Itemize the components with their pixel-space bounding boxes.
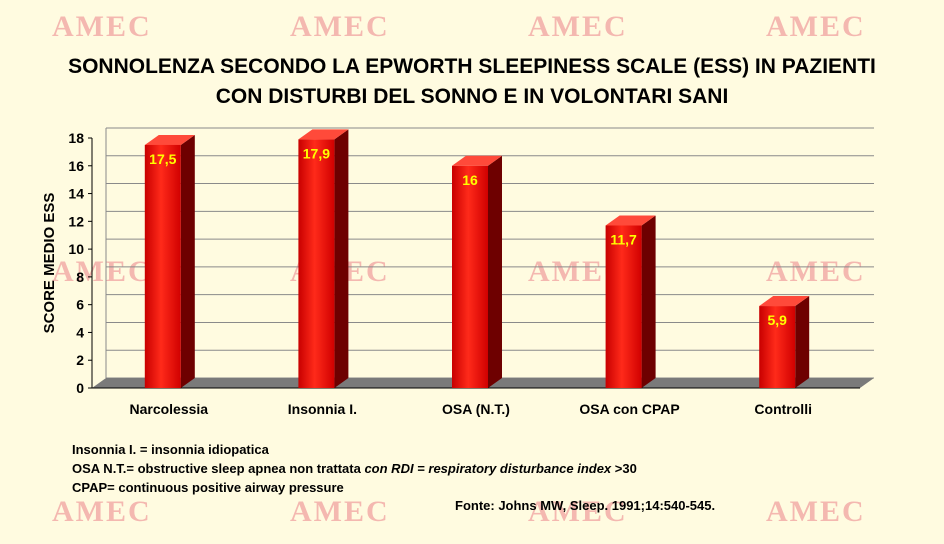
source-citation: Fonte: Johns MW, Sleep. 1991;14:540-545.	[455, 498, 716, 513]
bar	[605, 225, 642, 388]
bar-top	[605, 215, 656, 226]
y-tick-label: 12	[68, 213, 84, 229]
note-osa: OSA N.T.= obstructive sleep apnea non tr…	[72, 459, 637, 478]
x-tick-label: OSA con CPAP	[579, 401, 679, 417]
bar-top	[298, 129, 349, 140]
bar-value-label: 16	[462, 172, 478, 188]
y-axis-label: SCORE MEDIO ESS	[41, 193, 58, 334]
title-line-1: SONNOLENZA SECONDO LA EPWORTH SLEEPINESS…	[68, 55, 876, 78]
y-tick-label: 0	[76, 380, 84, 396]
bar-side	[641, 215, 656, 388]
y-tick-label: 10	[68, 241, 84, 257]
y-tick-label: 4	[76, 324, 84, 340]
bar	[298, 139, 335, 388]
x-tick-label: OSA (N.T.)	[442, 401, 510, 417]
footnotes: Insonnia I. = insonnia idiopatica OSA N.…	[72, 440, 637, 497]
y-tick-label: 14	[68, 186, 84, 202]
bar-side	[180, 134, 195, 388]
bar-top	[759, 296, 810, 307]
y-tick-label: 2	[76, 352, 84, 368]
title-line-2: CON DISTURBI DEL SONNO E IN VOLONTARI SA…	[215, 85, 729, 108]
watermark: AMEC	[52, 495, 152, 528]
y-tick-label: 6	[76, 297, 84, 313]
bar-value-label: 17,5	[149, 151, 176, 167]
bar-side	[488, 155, 502, 388]
x-tick-label: Narcolessia	[129, 401, 208, 417]
note-osa-text: OSA N.T.= obstructive sleep apnea non tr…	[72, 461, 365, 476]
bar-side	[795, 296, 810, 388]
bar-chart: 0 2 4 6 8 10 12 14 16 18 SCORE MEDIO ESS 17,5 Narcol…	[41, 127, 874, 417]
x-tick-label: Controlli	[754, 401, 812, 417]
bar	[144, 144, 181, 388]
bar-value-label: 11,7	[610, 232, 637, 248]
note-osa-threshold: >30	[611, 461, 637, 476]
watermark: AMEC	[290, 495, 390, 528]
y-tick-label: 16	[68, 158, 84, 174]
bar	[452, 165, 488, 388]
bar	[759, 306, 796, 388]
y-tick-label: 18	[68, 130, 84, 146]
bar-side	[334, 129, 349, 388]
x-tick-label: Insonnia I.	[288, 401, 357, 417]
bar-top	[452, 155, 502, 166]
bar-value-label: 5,9	[767, 312, 787, 328]
note-cpap: CPAP= continuous positive airway pressur…	[72, 480, 344, 495]
y-tick-label: 8	[76, 269, 84, 285]
note-insonnia: Insonnia I. = insonnia idiopatica	[72, 442, 269, 457]
bar-top	[144, 134, 195, 145]
note-osa-rdi: con RDI = respiratory disturbance index	[364, 461, 612, 476]
bar-value-label: 17,9	[303, 145, 330, 161]
watermark: AMEC	[766, 495, 866, 528]
chart-title: SONNOLENZA SECONDO LA EPWORTH SLEEPINESS…	[0, 52, 944, 112]
